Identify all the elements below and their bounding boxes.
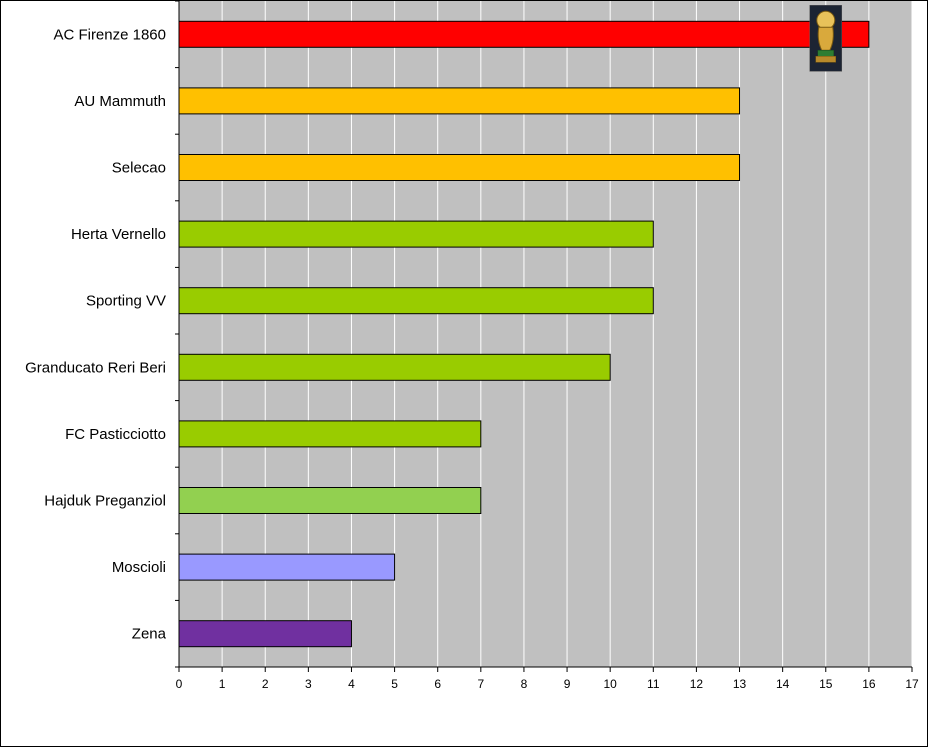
- x-tick-label: 14: [776, 677, 790, 691]
- category-label: Sporting VV: [86, 293, 166, 310]
- category-label: FC Pasticciotto: [65, 426, 166, 443]
- bar-sporting-vv: [178, 287, 654, 315]
- x-tick-label: 11: [647, 677, 660, 691]
- x-tick-label: 5: [391, 677, 398, 691]
- bar-fc-pasticciotto: [178, 420, 482, 448]
- category-label: Granducato Reri Beri: [25, 359, 166, 376]
- bar-granducato-reri-beri: [178, 353, 611, 381]
- category-label: AC Firenze 1860: [53, 26, 166, 43]
- x-tick-label: 10: [603, 677, 617, 691]
- x-tick-label: 0: [176, 677, 183, 691]
- x-tick-label: 1: [219, 677, 226, 691]
- bar-herta-vernello: [178, 220, 654, 248]
- x-tick-label: 15: [819, 677, 833, 691]
- x-tick-label: 9: [564, 677, 571, 691]
- category-label: Zena: [132, 626, 167, 643]
- x-tick-label: 6: [434, 677, 441, 691]
- bar-au-mammuth: [178, 87, 741, 115]
- bar-ac-firenze-1860: [178, 20, 870, 48]
- bar-zena: [178, 620, 352, 648]
- x-tick-label: 17: [905, 677, 919, 691]
- bars: [178, 20, 870, 648]
- bar-hajduk-preganziol: [178, 487, 482, 514]
- category-label: AU Mammuth: [74, 93, 166, 110]
- x-tick-label: 2: [262, 677, 269, 691]
- trophy-globe: [816, 10, 836, 30]
- x-tick-label: 16: [862, 677, 876, 691]
- x-tick-label: 4: [348, 677, 355, 691]
- axes: [175, 1, 913, 672]
- category-labels: AC Firenze 1860 AU Mammuth Selecao Herta Ve…: [25, 26, 167, 642]
- category-label: Hajduk Preganziol: [44, 493, 166, 510]
- trophy-icon: [809, 5, 843, 72]
- bar-moscioli: [178, 553, 396, 581]
- x-tick-label: 8: [521, 677, 528, 691]
- category-label: Herta Vernello: [71, 226, 166, 243]
- x-tick-label: 12: [690, 677, 704, 691]
- x-tick-label: 13: [733, 677, 747, 691]
- x-tick-labels: 0 1 2 3 4 5 6 7 8 9 10 11 12 13 14 15 16 17: [176, 677, 919, 691]
- category-label: Moscioli: [112, 559, 166, 576]
- trophy-base-band: [817, 50, 835, 57]
- bar-selecao: [178, 154, 741, 181]
- category-label: Selecao: [112, 160, 166, 177]
- trophy-base: [815, 56, 837, 63]
- x-tick-label: 7: [477, 677, 484, 691]
- x-tick-label: 3: [305, 677, 312, 691]
- trophy-body: [817, 26, 834, 51]
- trophy-annotation: [809, 5, 843, 72]
